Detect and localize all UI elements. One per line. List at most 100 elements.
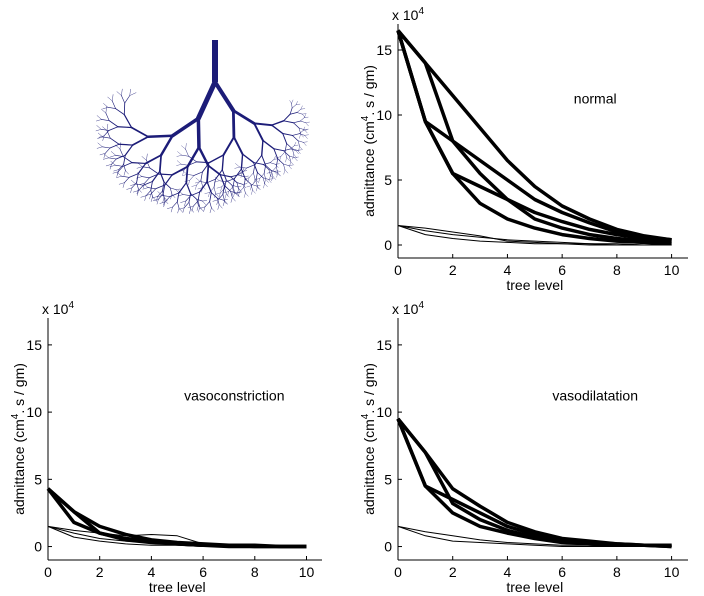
vessel: [185, 165, 189, 184]
vessel: [185, 182, 192, 195]
x-axis-label: tree level: [506, 579, 563, 595]
vessel: [186, 145, 201, 168]
vessel: [254, 154, 263, 166]
vessel: [299, 130, 304, 134]
vessel: [283, 163, 289, 166]
vessel: [257, 172, 264, 179]
vessel: [275, 156, 281, 159]
y-axis-label: admittance (cm4. s / gm): [360, 65, 377, 217]
vessel: [294, 142, 297, 146]
vessel: [182, 174, 188, 176]
vessel: [137, 172, 143, 177]
vessel: [191, 184, 197, 187]
vessel: [162, 193, 166, 201]
vessel: [147, 187, 156, 190]
vessel: [189, 175, 195, 181]
vessel: [209, 187, 215, 193]
vessel: [121, 88, 123, 96]
vessel: [273, 148, 279, 160]
vessel: [290, 148, 296, 151]
vessel: [103, 103, 109, 108]
vessel: [105, 164, 112, 167]
series-line: [46, 487, 307, 549]
vessel: [209, 207, 212, 213]
annotation: vasoconstriction: [184, 387, 284, 403]
vessel: [203, 206, 206, 212]
vessel: [150, 196, 153, 202]
y-label-superscript: 4: [10, 413, 21, 419]
vessel: [188, 180, 190, 185]
vessel: [177, 151, 182, 156]
vessel: [240, 168, 246, 180]
series-line: [396, 418, 672, 547]
vessel: [115, 164, 124, 167]
vessel: [303, 126, 305, 131]
vessel: [283, 163, 286, 171]
vessel: [217, 198, 224, 201]
vessel: [137, 162, 143, 167]
vessel: [145, 193, 152, 196]
series-line: [396, 29, 672, 243]
vessel: [122, 162, 133, 167]
vessel: [130, 187, 133, 193]
vessel: [169, 187, 177, 190]
vessel: [248, 172, 254, 178]
vessel: [98, 135, 105, 138]
vessel: [219, 174, 226, 187]
axis-multiplier: x 104: [392, 300, 424, 317]
x-tick-label: 2: [96, 564, 104, 580]
vessel: [253, 161, 258, 173]
vessel: [137, 162, 147, 175]
vessel: [288, 165, 292, 170]
vessel: [201, 185, 203, 191]
vessel: [117, 166, 124, 172]
vessel: [140, 195, 147, 198]
vessel: [202, 185, 206, 190]
vessel: [240, 153, 244, 170]
vessel: [181, 163, 189, 166]
vessel: [222, 200, 225, 206]
x-tick-label: 2: [449, 564, 457, 580]
y-tick-label: 0: [384, 237, 392, 253]
vessel: [131, 135, 149, 146]
vessel: [304, 116, 309, 118]
vessel: [108, 126, 119, 131]
vessel: [188, 193, 191, 203]
vessel: [187, 205, 194, 208]
vessel: [304, 128, 309, 130]
vessel: [182, 207, 185, 213]
vessel: [279, 156, 281, 162]
vessel: [156, 199, 159, 205]
vessel: [214, 180, 220, 183]
vessel: [184, 180, 190, 182]
vessel: [176, 154, 182, 157]
vessel: [304, 114, 306, 118]
vessel: [297, 150, 301, 154]
vessel: [291, 104, 297, 109]
vessel: [238, 188, 242, 193]
vessel: [261, 154, 267, 166]
vessel: [196, 116, 201, 149]
vessel: [195, 79, 218, 121]
vessel: [253, 164, 256, 174]
vessel: [253, 178, 256, 184]
vessel: [251, 189, 253, 195]
vessel: [299, 133, 305, 136]
vessel: [207, 164, 222, 176]
vascular-tree-illustration: [95, 40, 310, 214]
vessel: [130, 126, 149, 138]
vessel: [217, 204, 220, 210]
vessel: [201, 187, 203, 193]
y-label-superscript: 4: [360, 413, 371, 419]
vessel: [202, 182, 208, 188]
vessel: [104, 147, 111, 154]
vessel: [232, 178, 235, 187]
vessel: [275, 164, 279, 168]
vessel: [128, 173, 139, 178]
vessel: [185, 195, 191, 202]
vessel: [129, 88, 131, 96]
vessel: [302, 113, 307, 115]
vessel: [242, 167, 245, 172]
series-line: [397, 525, 672, 548]
